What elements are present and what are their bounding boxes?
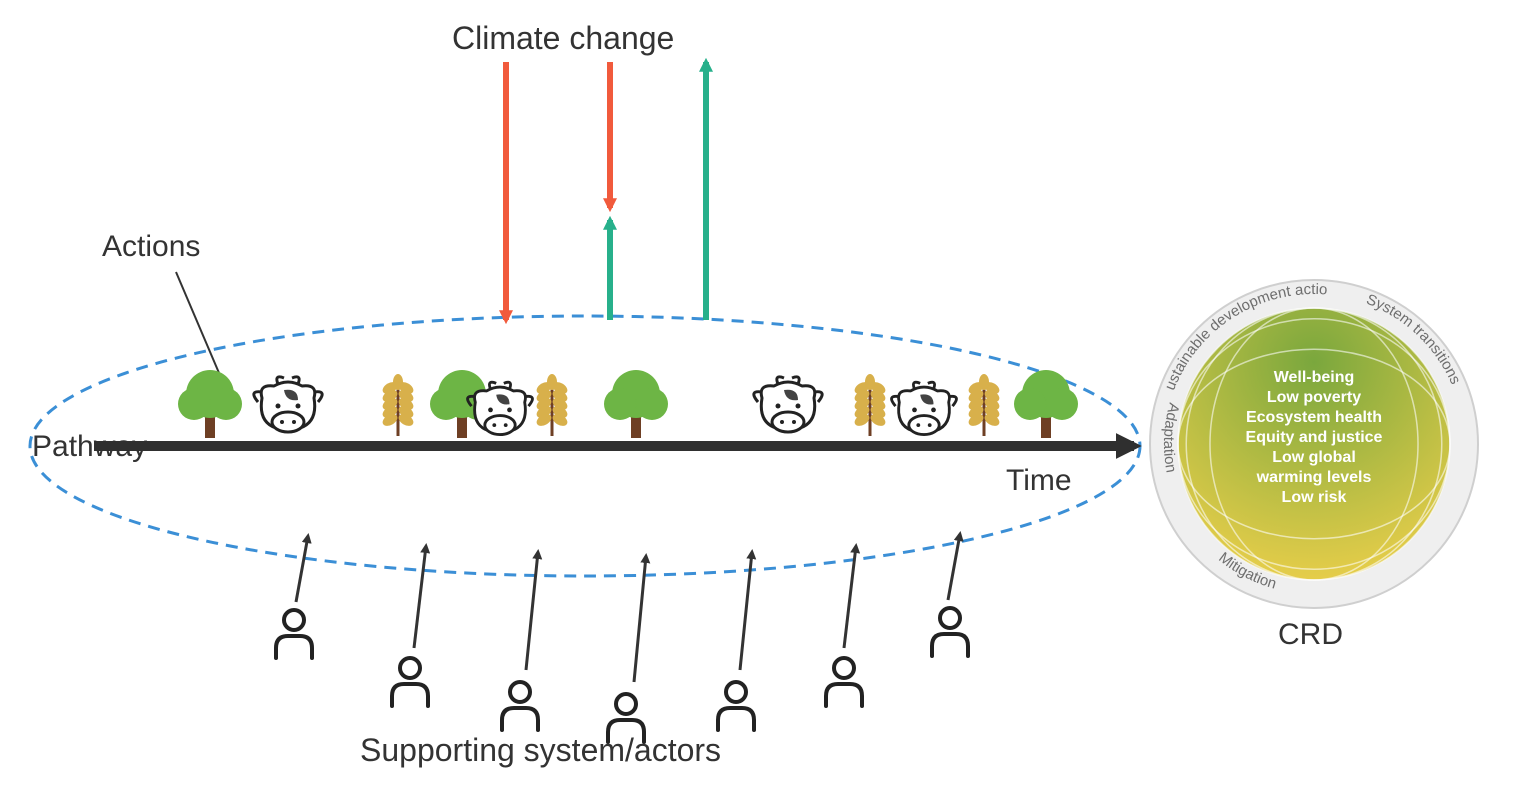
label-time: Time [1006,464,1072,498]
label-crd: CRD [1278,618,1343,652]
svg-text:Sustainable development action: Sustainable development action [0,0,1328,393]
svg-text:Mitigation: Mitigation [1215,549,1278,593]
label-pathway: Pathway [32,430,147,464]
globe-inner-text: Well-beingLow povertyEcosystem healthEqu… [1190,368,1438,508]
label-climate-change: Climate change [452,20,674,57]
svg-text:Adaptation: Adaptation [1160,401,1183,474]
label-actions: Actions [102,230,200,264]
label-supporting: Supporting system/actors [360,732,721,769]
